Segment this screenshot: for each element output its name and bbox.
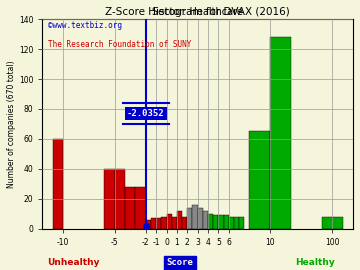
- Bar: [213, 215, 219, 229]
- Text: Score: Score: [167, 258, 193, 267]
- Bar: [224, 215, 229, 229]
- Bar: [219, 215, 224, 229]
- Bar: [53, 139, 63, 229]
- Bar: [234, 217, 239, 229]
- Y-axis label: Number of companies (670 total): Number of companies (670 total): [7, 60, 16, 188]
- Text: Unhealthy: Unhealthy: [47, 258, 99, 267]
- Bar: [203, 211, 208, 229]
- Title: Z-Score Histogram for DVAX (2016): Z-Score Histogram for DVAX (2016): [105, 7, 290, 17]
- Bar: [151, 218, 156, 229]
- Text: ©www.textbiz.org: ©www.textbiz.org: [49, 21, 122, 30]
- Bar: [146, 220, 151, 229]
- Bar: [161, 217, 167, 229]
- Bar: [125, 187, 135, 229]
- Bar: [167, 214, 172, 229]
- Text: Sector: Healthcare: Sector: Healthcare: [152, 7, 243, 17]
- Text: Healthy: Healthy: [295, 258, 335, 267]
- Text: -2.0352: -2.0352: [127, 109, 165, 118]
- Bar: [229, 217, 234, 229]
- Bar: [322, 217, 343, 229]
- Bar: [115, 169, 125, 229]
- Bar: [249, 131, 270, 229]
- Bar: [135, 187, 146, 229]
- Bar: [187, 208, 193, 229]
- Bar: [104, 169, 115, 229]
- Text: The Research Foundation of SUNY: The Research Foundation of SUNY: [49, 40, 192, 49]
- Bar: [198, 208, 203, 229]
- Bar: [270, 37, 291, 229]
- Bar: [182, 217, 187, 229]
- Bar: [156, 218, 161, 229]
- Bar: [239, 217, 244, 229]
- Bar: [177, 211, 182, 229]
- Bar: [208, 214, 213, 229]
- Bar: [193, 205, 198, 229]
- Bar: [172, 217, 177, 229]
